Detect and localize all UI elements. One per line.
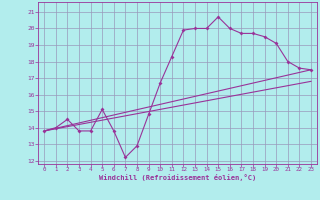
X-axis label: Windchill (Refroidissement éolien,°C): Windchill (Refroidissement éolien,°C) (99, 174, 256, 181)
